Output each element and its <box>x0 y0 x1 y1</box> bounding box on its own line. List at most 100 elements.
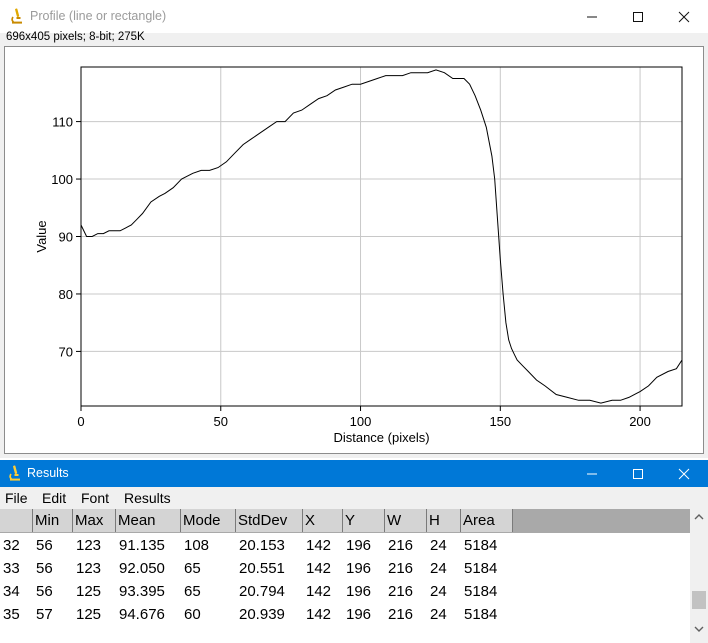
table-cell: 196 <box>346 606 372 623</box>
x-tick-label: 100 <box>350 414 372 429</box>
column-header[interactable]: Area <box>461 509 513 532</box>
minimize-button[interactable] <box>569 0 615 33</box>
table-cell: 125 <box>76 606 102 623</box>
table-cell: 56 <box>36 537 53 554</box>
column-header[interactable]: Mode <box>181 509 236 532</box>
table-header: Min Max Mean Mode StdDev X Y W H Area <box>0 509 690 533</box>
vertical-scrollbar[interactable] <box>690 509 708 643</box>
table-cell: 20.794 <box>239 583 285 600</box>
table-cell: 94.676 <box>119 606 165 623</box>
table-cell: 142 <box>306 583 332 600</box>
y-tick-label: 110 <box>52 115 73 130</box>
table-cell: 216 <box>388 537 414 554</box>
series-line <box>80 69 683 404</box>
x-tick-label: 50 <box>214 414 228 429</box>
table-cell: 125 <box>76 583 102 600</box>
profile-window-title: Profile (line or rectangle) <box>30 9 167 23</box>
table-cell: 24 <box>430 537 447 554</box>
table-cell: 56 <box>36 560 53 577</box>
results-maximize-button[interactable] <box>615 460 661 487</box>
table-cell: 142 <box>306 537 332 554</box>
microscope-icon <box>9 465 20 481</box>
table-cell: 20.551 <box>239 560 285 577</box>
scroll-up-icon[interactable] <box>690 509 708 525</box>
y-tick-label: 90 <box>59 230 73 245</box>
table-cell: 142 <box>306 560 332 577</box>
minimize-icon <box>587 16 597 18</box>
table-cell: 24 <box>430 583 447 600</box>
close-icon <box>678 11 690 23</box>
results-minimize-button[interactable] <box>569 460 615 487</box>
column-header[interactable]: Mean <box>116 509 181 532</box>
close-button[interactable] <box>661 0 707 33</box>
table-cell: 142 <box>306 606 332 623</box>
profile-title-bar[interactable]: Profile (line or rectangle) <box>0 0 708 33</box>
column-header[interactable]: H <box>427 509 461 532</box>
menu-edit[interactable]: Edit <box>42 490 67 506</box>
column-header[interactable]: Max <box>73 509 116 532</box>
menu-file[interactable]: File <box>5 490 28 506</box>
profile-window: Profile (line or rectangle) 696x405 pixe… <box>0 0 708 458</box>
maximize-icon <box>633 469 643 479</box>
table-cell: 57 <box>36 606 53 623</box>
table-cell: 5184 <box>464 606 498 623</box>
table-row[interactable]: 33 56 123 92.050 65 20.551 142 196 216 24 5184 <box>0 557 690 580</box>
column-header[interactable] <box>0 509 33 532</box>
y-tick-label: 100 <box>51 172 73 187</box>
column-header[interactable]: Y <box>343 509 385 532</box>
table-cell: 60 <box>184 606 201 623</box>
table-cell: 5184 <box>464 560 498 577</box>
maximize-icon <box>633 12 643 22</box>
profile-plot: 70 80 90 100 110 0 50 100 150 200 Distance (pixe… <box>34 66 683 445</box>
y-tick-label: 80 <box>59 287 73 302</box>
column-header[interactable]: Min <box>33 509 73 532</box>
maximize-button[interactable] <box>615 0 661 33</box>
table-cell: 91.135 <box>119 537 165 554</box>
column-header[interactable]: W <box>385 509 427 532</box>
table-cell: 196 <box>346 537 372 554</box>
microscope-icon <box>11 8 22 24</box>
table-cell: 5184 <box>464 537 498 554</box>
x-axis-label: Distance (pixels) <box>333 430 429 445</box>
table-cell: 65 <box>184 560 201 577</box>
table-cell: 216 <box>388 606 414 623</box>
table-cell: 24 <box>430 606 447 623</box>
results-title-bar[interactable]: Results <box>0 460 708 487</box>
menu-font[interactable]: Font <box>81 490 110 506</box>
y-axis-label: Value <box>34 220 49 252</box>
column-header[interactable]: X <box>303 509 343 532</box>
y-tick-label: 70 <box>59 344 73 359</box>
results-window-title: Results <box>27 466 69 480</box>
table-cell: 20.939 <box>239 606 285 623</box>
table-cell: 216 <box>388 583 414 600</box>
table-cell: 33 <box>3 560 20 577</box>
minimize-icon <box>587 473 597 475</box>
column-header[interactable]: StdDev <box>236 509 303 532</box>
table-cell: 56 <box>36 583 53 600</box>
table-cell: 34 <box>3 583 20 600</box>
table-row[interactable]: 35 57 125 94.676 60 20.939 142 196 216 24 5184 <box>0 603 690 626</box>
table-cell: 5184 <box>464 583 498 600</box>
results-window: Results File Edit Font Results Min Max Mea… <box>0 460 708 643</box>
table-row[interactable]: 32 56 123 91.135 108 20.153 142 196 216 24 5184 <box>0 534 690 557</box>
x-tick-label: 200 <box>629 414 651 429</box>
plot-canvas[interactable]: 70 80 90 100 110 0 50 100 150 200 Distance (pixe… <box>4 46 704 454</box>
menu-results[interactable]: Results <box>124 490 171 506</box>
table-row[interactable]: 34 56 125 93.395 65 20.794 142 196 216 24 5184 <box>0 580 690 603</box>
table-cell: 92.050 <box>119 560 165 577</box>
table-cell: 216 <box>388 560 414 577</box>
table-cell: 32 <box>3 537 20 554</box>
table-cell: 196 <box>346 583 372 600</box>
table-cell: 35 <box>3 606 20 623</box>
menu-bar: File Edit Font Results <box>0 487 708 509</box>
table-cell: 20.153 <box>239 537 285 554</box>
table-cell: 108 <box>184 537 210 554</box>
table-cell: 24 <box>430 560 447 577</box>
table-cell: 196 <box>346 560 372 577</box>
results-table[interactable]: Min Max Mean Mode StdDev X Y W H Area 32 56 123 91.1… <box>0 509 690 643</box>
scroll-down-icon[interactable] <box>690 621 708 637</box>
table-cell: 93.395 <box>119 583 165 600</box>
x-tick-label: 0 <box>77 414 84 429</box>
scrollbar-thumb[interactable] <box>692 591 706 609</box>
results-close-button[interactable] <box>661 460 707 487</box>
